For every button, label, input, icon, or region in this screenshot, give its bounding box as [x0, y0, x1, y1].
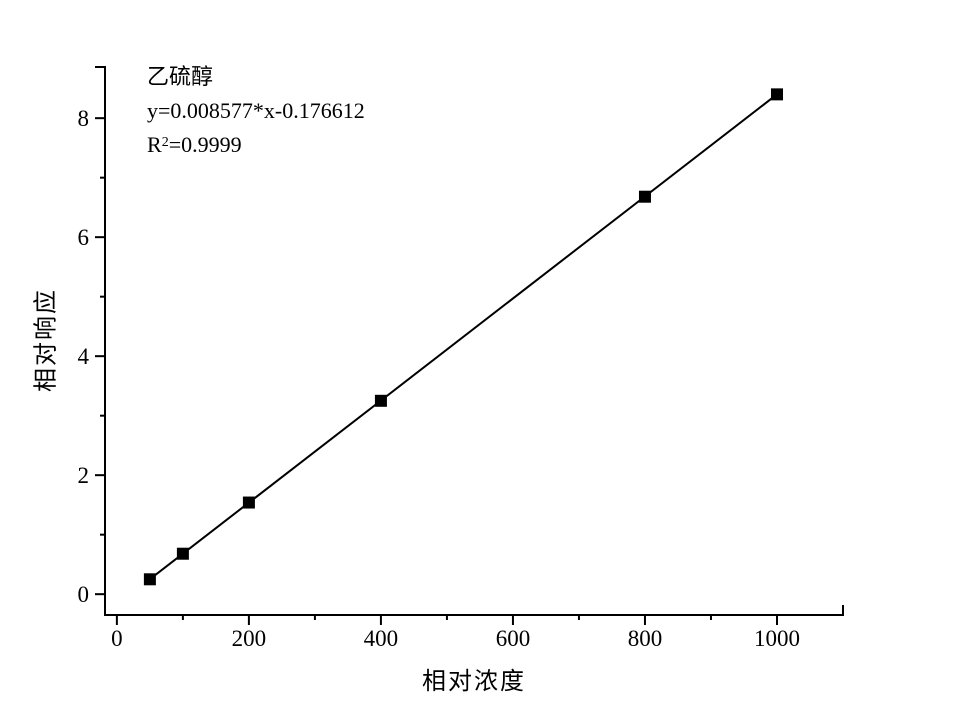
x-tick-label: 1000 — [754, 626, 800, 651]
x-tick-label: 800 — [628, 626, 663, 651]
x-tick-label: 400 — [364, 626, 399, 651]
y-tick-label: 0 — [78, 582, 90, 607]
y-axis-label: 相对响应 — [33, 288, 60, 392]
r-squared-exponent: 2 — [161, 135, 169, 150]
annotation-r-squared: R2=0.9999 — [147, 128, 365, 162]
annotation-equation: y=0.008577*x-0.176612 — [147, 98, 365, 123]
data-point-marker — [242, 496, 255, 509]
annotation-block: 乙硫醇 y=0.008577*x-0.176612 R2=0.9999 — [147, 60, 365, 162]
r-squared-base: R — [147, 132, 162, 157]
data-point-marker — [770, 88, 783, 101]
y-tick-label: 8 — [78, 106, 90, 131]
data-point-marker — [374, 394, 387, 407]
annotation-title: 乙硫醇 — [147, 64, 214, 89]
data-point-marker — [638, 190, 651, 203]
y-tick-label: 4 — [78, 344, 90, 369]
y-tick-label: 2 — [78, 463, 90, 488]
x-tick-label: 600 — [496, 626, 531, 651]
data-point-marker — [176, 547, 189, 560]
x-axis-label: 相对浓度 — [422, 669, 526, 695]
y-tick-label: 6 — [78, 225, 90, 250]
r-squared-value: =0.9999 — [168, 132, 242, 157]
axis-spines — [95, 66, 844, 616]
x-tick-label: 0 — [111, 626, 123, 651]
x-tick-label: 200 — [232, 626, 267, 651]
data-point-marker — [143, 573, 156, 586]
